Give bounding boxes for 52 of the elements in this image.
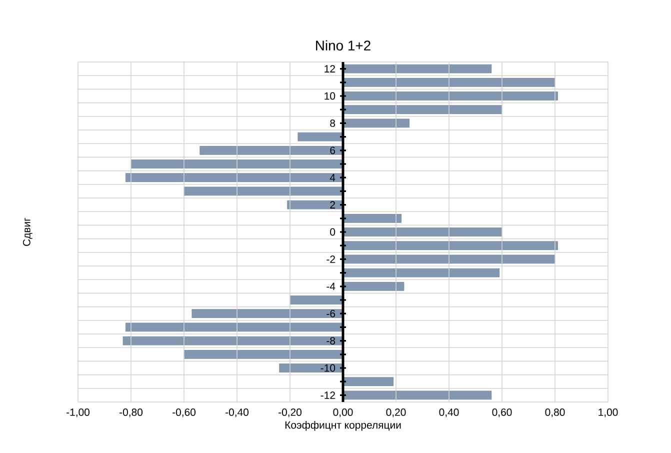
x-tick-label: -0,40	[226, 408, 249, 418]
x-tick-label: -0,80	[120, 408, 143, 418]
bar	[200, 146, 344, 155]
y-tick-label: 2	[330, 201, 335, 208]
y-tick-label: 10	[324, 92, 336, 100]
x-tick-label: -0,20	[278, 408, 302, 418]
y-tick-label: -4	[326, 282, 336, 290]
y-tick-label: -10	[320, 364, 336, 372]
y-tick-label: -2	[326, 256, 335, 263]
x-tick-label: 0,40	[439, 408, 459, 418]
bar	[342, 282, 404, 291]
y-tick-label: 8	[330, 120, 336, 127]
x-tick-label: 1,00	[598, 408, 618, 418]
bar	[342, 377, 394, 386]
bar	[342, 241, 558, 250]
bar	[122, 336, 344, 346]
y-tick-label: -6	[326, 310, 336, 318]
bar	[287, 200, 344, 210]
bar	[342, 118, 410, 128]
bar	[342, 214, 402, 223]
bar	[184, 350, 344, 359]
y-tick-label: -8	[326, 337, 336, 345]
chart-title: Nino 1+2	[316, 40, 370, 51]
bar	[342, 390, 492, 400]
y-tick-label: 6	[330, 146, 336, 154]
x-tick-label: -0,60	[172, 408, 196, 418]
bar	[184, 186, 344, 196]
bar	[342, 64, 492, 74]
x-tick-label: 0,80	[545, 408, 565, 418]
bar	[192, 309, 344, 318]
bar	[342, 78, 556, 87]
bar	[290, 296, 344, 304]
bar	[342, 105, 502, 114]
bar	[342, 228, 502, 236]
y-tick-label: 4	[330, 174, 336, 182]
y-tick-label: -12	[320, 392, 335, 399]
x-tick-label: 0,00	[333, 408, 353, 418]
y-tick-label: 0	[330, 228, 336, 236]
bar	[126, 173, 344, 182]
bar	[130, 160, 344, 168]
y-tick-label: 12	[324, 65, 335, 72]
x-tick-label: -1,00	[66, 408, 90, 418]
y-axis-title: Сдвиг	[22, 218, 32, 246]
bar	[342, 268, 500, 278]
bar	[342, 254, 556, 264]
bar	[298, 132, 344, 142]
bar	[126, 322, 344, 332]
bar	[342, 92, 558, 100]
x-tick-label: 0,60	[492, 408, 512, 418]
x-tick-label: 0,20	[386, 408, 406, 418]
bar	[279, 364, 344, 372]
x-axis-title: Коэффицнт корреляции	[285, 421, 401, 431]
